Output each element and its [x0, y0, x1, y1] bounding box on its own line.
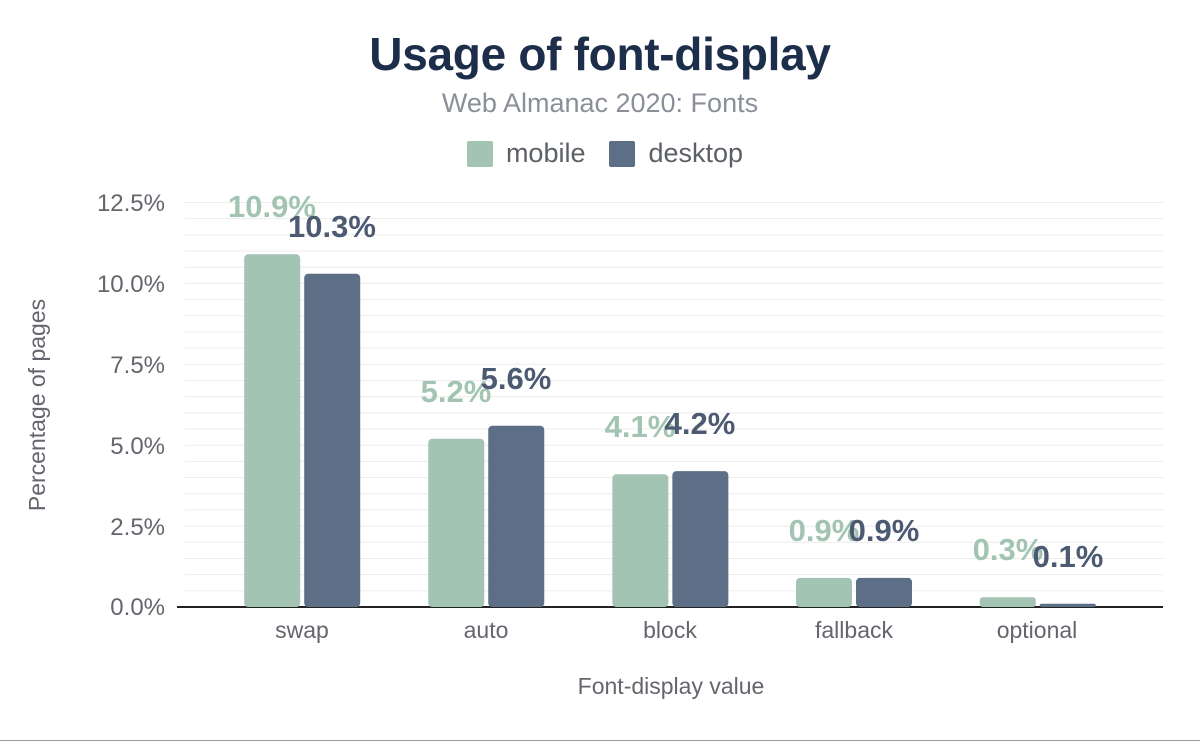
- svg-text:2.5%: 2.5%: [110, 514, 165, 541]
- svg-text:Font-display value: Font-display value: [578, 673, 765, 699]
- svg-text:block: block: [643, 617, 697, 643]
- svg-text:optional: optional: [997, 617, 1078, 643]
- svg-text:auto: auto: [464, 617, 509, 643]
- svg-text:0.9%: 0.9%: [849, 513, 920, 548]
- svg-text:7.5%: 7.5%: [110, 352, 165, 379]
- svg-text:4.2%: 4.2%: [665, 406, 736, 441]
- svg-text:12.5%: 12.5%: [97, 190, 165, 217]
- svg-text:swap: swap: [275, 617, 329, 643]
- svg-text:5.0%: 5.0%: [110, 433, 165, 460]
- svg-text:5.6%: 5.6%: [481, 361, 552, 396]
- svg-text:10.0%: 10.0%: [97, 271, 165, 298]
- svg-text:Percentage of pages: Percentage of pages: [24, 299, 50, 511]
- svg-text:0.0%: 0.0%: [110, 594, 165, 621]
- svg-text:fallback: fallback: [815, 617, 893, 643]
- svg-text:10.3%: 10.3%: [288, 209, 376, 244]
- svg-text:0.1%: 0.1%: [1033, 539, 1104, 574]
